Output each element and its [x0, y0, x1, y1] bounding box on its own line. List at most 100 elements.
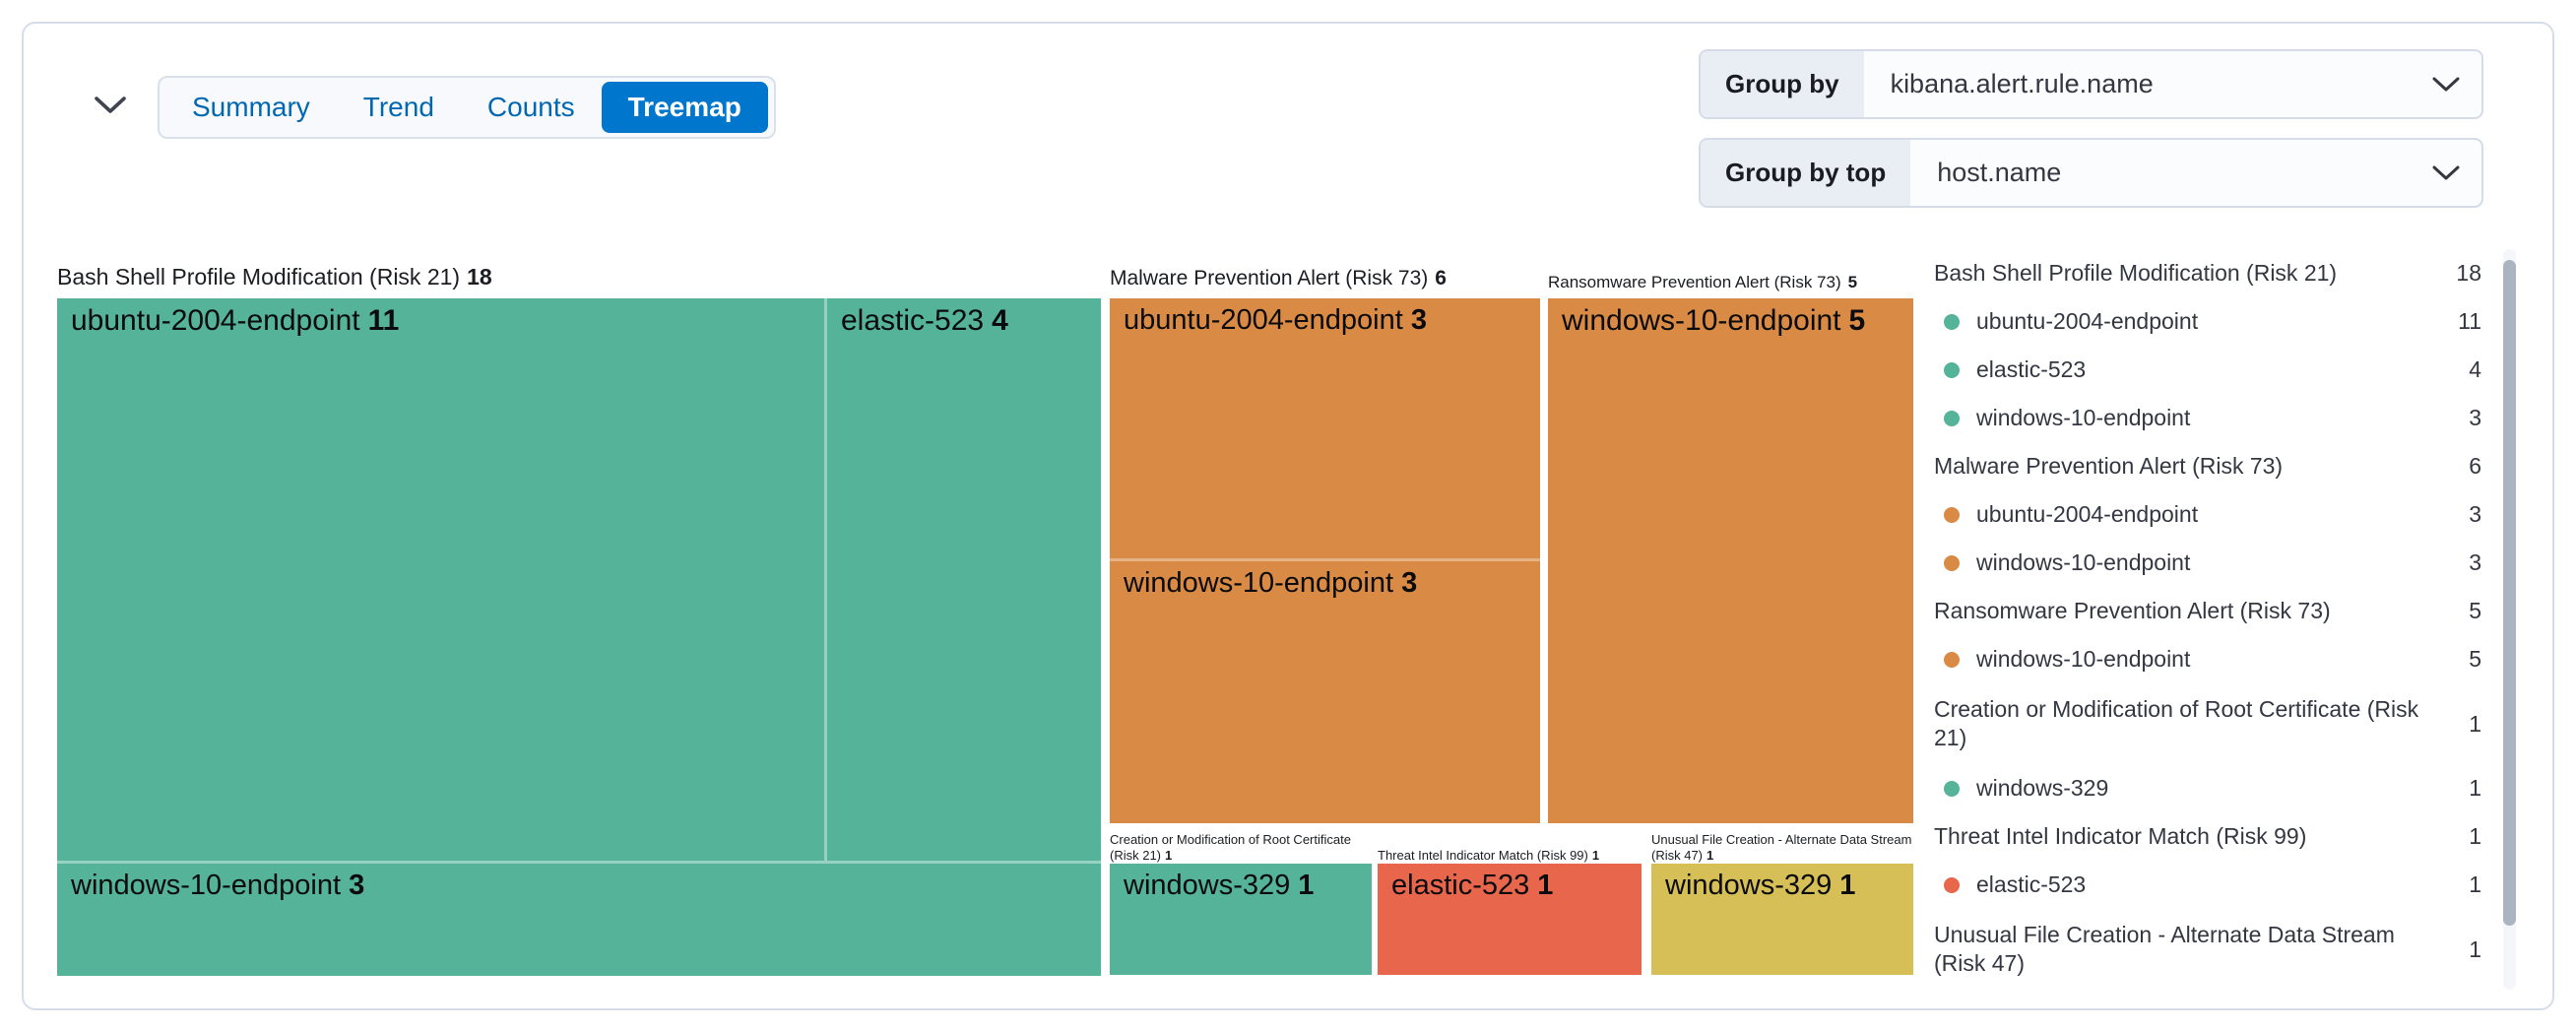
- group-name: Unusual File Creation - Alternate Data S…: [1651, 832, 1912, 863]
- tile-count: 1: [1298, 870, 1315, 901]
- legend-item-row[interactable]: elastic-523 4: [1934, 346, 2481, 394]
- chevron-down-icon: [94, 96, 127, 120]
- group-count: 1: [1165, 847, 1173, 863]
- legend-item-row[interactable]: windows-10-endpoint 3: [1934, 394, 2481, 442]
- legend-count: 1: [2469, 710, 2481, 737]
- group-by-top-value[interactable]: host.name: [1937, 158, 2062, 187]
- legend-count: 3: [2469, 405, 2481, 430]
- treemap-tile[interactable]: ubuntu-2004-endpoint 3: [1110, 298, 1540, 558]
- treemap-tile[interactable]: elastic-523 4: [827, 298, 1101, 861]
- legend-label[interactable]: windows-10-endpoint: [1976, 405, 2191, 431]
- chevron-down-icon[interactable]: [2432, 51, 2481, 117]
- treemap-group-header: Malware Prevention Alert (Risk 73) 6: [1110, 267, 1447, 290]
- tile-label: ubuntu-2004-endpoint: [71, 304, 360, 337]
- group-count: 1: [1591, 848, 1600, 863]
- tab-trend[interactable]: Trend: [362, 92, 434, 122]
- group-name: Malware Prevention Alert (Risk 73): [1110, 267, 1429, 290]
- legend-label[interactable]: windows-329: [1976, 775, 2109, 802]
- legend-scrollbar-thumb[interactable]: [2503, 260, 2516, 926]
- tile-label: windows-329: [1665, 870, 1833, 901]
- legend-item-row[interactable]: windows-10-endpoint 3: [1934, 539, 2481, 587]
- legend-label[interactable]: Unusual File Creation - Alternate Data S…: [1934, 922, 2395, 976]
- treemap-group-header: Threat Intel Indicator Match (Risk 99) 1: [1378, 848, 1599, 863]
- treemap-tile[interactable]: windows-329 1: [1110, 864, 1372, 975]
- legend-item-row[interactable]: windows-10-endpoint 5: [1934, 635, 2481, 683]
- legend-label[interactable]: Bash Shell Profile Modification (Risk 21…: [1934, 260, 2338, 287]
- legend-dot-icon: [1944, 554, 1960, 571]
- legend-label[interactable]: Creation or Modification of Root Certifi…: [1934, 696, 2419, 750]
- legend-group-row: Unusual File Creation - Alternate Data S…: [1934, 909, 2481, 990]
- treemap-tile[interactable]: windows-10-endpoint 5: [1548, 298, 1913, 823]
- legend-label[interactable]: windows-10-endpoint: [1976, 549, 2191, 576]
- legend-item-row[interactable]: elastic-523 1: [1934, 861, 2481, 909]
- group-name: Ransomware Prevention Alert (Risk 73): [1548, 273, 1841, 291]
- legend-label[interactable]: elastic-523: [1976, 871, 2087, 898]
- collapse-panel-button[interactable]: [91, 93, 130, 122]
- treemap-tile[interactable]: elastic-523 1: [1378, 864, 1642, 975]
- legend-count: 4: [2469, 356, 2481, 382]
- legend-count: 18: [2456, 260, 2481, 286]
- group-count: 1: [1707, 847, 1714, 863]
- tile-label: windows-329: [1124, 870, 1291, 901]
- treemap-tile[interactable]: windows-10-endpoint 3: [1110, 561, 1540, 823]
- tile-count: 3: [349, 870, 365, 901]
- chart-legend: Bash Shell Profile Modification (Risk 21…: [1934, 249, 2481, 990]
- tile-count: 5: [1848, 304, 1866, 337]
- legend-label[interactable]: windows-10-endpoint: [1976, 646, 2191, 673]
- legend-count: 6: [2469, 453, 2481, 479]
- legend-dot-icon: [1944, 651, 1960, 668]
- legend-count: 5: [2469, 598, 2481, 623]
- legend-group-row: Threat Intel Indicator Match (Risk 99) 1: [1934, 812, 2481, 861]
- group-by-top-label: Group by top: [1701, 140, 1911, 206]
- legend-dot-icon: [1944, 410, 1960, 426]
- treemap-group: ubuntu-2004-endpoint 11 elastic-523 4 wind…: [57, 298, 1101, 976]
- tile-count: 3: [1410, 304, 1427, 336]
- legend-label[interactable]: ubuntu-2004-endpoint: [1976, 501, 2199, 528]
- treemap-group-header: Ransomware Prevention Alert (Risk 73) 5: [1548, 273, 1857, 292]
- tile-label: ubuntu-2004-endpoint: [1124, 304, 1403, 336]
- treemap-tile[interactable]: windows-329 1: [1651, 864, 1913, 975]
- tile-label: elastic-523: [841, 304, 985, 337]
- legend-label[interactable]: Ransomware Prevention Alert (Risk 73): [1934, 598, 2331, 624]
- group-by-control[interactable]: Group by kibana.alert.rule.name: [1699, 49, 2483, 119]
- tab-counts[interactable]: Counts: [486, 92, 575, 122]
- legend-count: 1: [2469, 871, 2481, 897]
- tile-count: 1: [1839, 870, 1856, 901]
- chevron-down-icon[interactable]: [2432, 140, 2481, 206]
- legend-label[interactable]: Threat Intel Indicator Match (Risk 99): [1934, 823, 2307, 850]
- legend-group-row: Malware Prevention Alert (Risk 73) 6: [1934, 442, 2481, 490]
- legend-label[interactable]: ubuntu-2004-endpoint: [1976, 308, 2199, 335]
- treemap-group-header: Bash Shell Profile Modification (Risk 21…: [57, 264, 492, 290]
- legend-dot-icon: [1944, 876, 1960, 893]
- treemap-tile[interactable]: ubuntu-2004-endpoint 11: [57, 298, 824, 861]
- group-name: Bash Shell Profile Modification (Risk 21…: [57, 264, 461, 290]
- group-by-top-control[interactable]: Group by top host.name: [1699, 138, 2483, 208]
- legend-dot-icon: [1944, 313, 1960, 330]
- legend-item-row[interactable]: windows-329 1: [1934, 764, 2481, 812]
- legend-dot-icon: [1944, 361, 1960, 378]
- group-name: Threat Intel Indicator Match (Risk 99): [1378, 848, 1588, 863]
- legend-label[interactable]: Malware Prevention Alert (Risk 73): [1934, 453, 2284, 480]
- legend-item-row[interactable]: ubuntu-2004-endpoint 11: [1934, 297, 2481, 346]
- tile-count: 4: [992, 304, 1008, 337]
- tab-treemap[interactable]: Treemap: [601, 82, 768, 133]
- tile-label: windows-10-endpoint: [71, 870, 342, 901]
- group-by-value[interactable]: kibana.alert.rule.name: [1890, 69, 2154, 98]
- legend-group-row: Ransomware Prevention Alert (Risk 73) 5: [1934, 587, 2481, 635]
- treemap-group: ubuntu-2004-endpoint 3 windows-10-endpoin…: [1110, 298, 1540, 823]
- legend-dot-icon: [1944, 780, 1960, 797]
- tile-count: 11: [367, 304, 400, 337]
- treemap-group-header: Unusual File Creation - Alternate Data S…: [1651, 832, 1927, 863]
- group-count: 18: [467, 264, 492, 290]
- tile-count: 3: [1401, 567, 1418, 599]
- treemap-tile[interactable]: windows-10-endpoint 3: [57, 864, 1101, 976]
- legend-item-row[interactable]: ubuntu-2004-endpoint 3: [1934, 490, 2481, 539]
- tab-summary[interactable]: Summary: [192, 92, 310, 122]
- group-by-label: Group by: [1701, 51, 1864, 117]
- group-name: Creation or Modification of Root Certifi…: [1110, 832, 1351, 863]
- legend-label[interactable]: elastic-523: [1976, 356, 2087, 383]
- legend-count: 1: [2469, 935, 2481, 962]
- tile-count: 1: [1537, 870, 1554, 901]
- legend-count: 5: [2469, 646, 2481, 672]
